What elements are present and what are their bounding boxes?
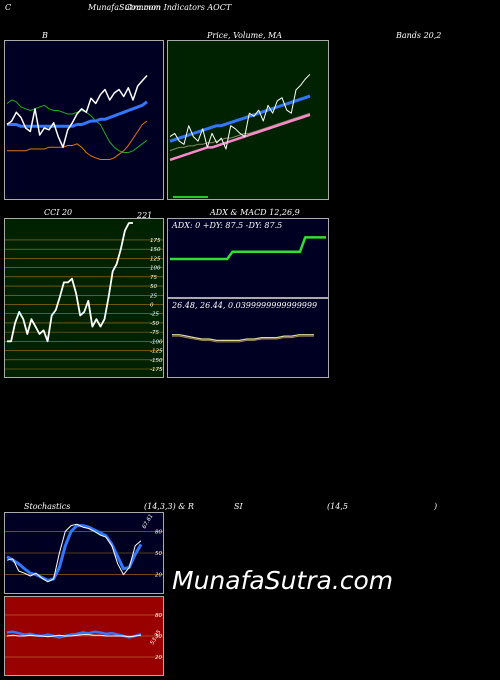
cci-tick-label: 150 — [150, 247, 161, 253]
label-cci: CCI 20 — [44, 208, 73, 217]
cci-tick-label: 25 — [150, 293, 157, 299]
bollinger-panel — [4, 40, 164, 200]
adx-readout: ADX: 0 +DY: 87.5 -DY: 87.5 — [172, 221, 283, 230]
stoch-tick-label: 20 — [155, 573, 162, 579]
price-panel — [167, 40, 329, 200]
rsi-blue-line — [6, 630, 142, 639]
cci-tick-label: -125 — [150, 349, 163, 355]
stochastics-chart: 80 50 20 67.61 — [5, 513, 163, 583]
adx-panel: ADX: 0 +DY: 87.5 -DY: 87.5 — [167, 218, 329, 298]
stoch-value-label: 67.61 — [142, 513, 155, 530]
header-left: C — [5, 3, 12, 12]
cci-tick-label: 100 — [150, 266, 161, 272]
cci-top-value: 221 — [137, 211, 153, 220]
rsi-white-line — [6, 634, 142, 638]
bb-upper-line — [6, 99, 148, 153]
macd-readout: 26.48, 26.44, 0.0399999999999999 — [172, 301, 318, 310]
bb-middle-line — [7, 100, 148, 128]
label-b: B — [42, 31, 48, 40]
price-chart — [169, 73, 311, 198]
ma-blue-line — [169, 94, 311, 143]
header-title: MunafaSutra.com — [88, 3, 161, 12]
label-stoch-params: (14,3,3) & R — [144, 502, 194, 511]
watermark: MunafaSutra.com — [172, 566, 394, 595]
cci-tick-label: -50 — [150, 321, 159, 327]
label-price: Price, Volume, MA — [207, 31, 283, 40]
stoch-tick-label: 80 — [155, 529, 162, 535]
cci-tick-label: -175 — [150, 367, 163, 373]
stoch-d-line — [6, 524, 143, 582]
cci-tick-label: 175 — [150, 238, 161, 244]
stochastics-panel: 80 50 20 67.61 — [4, 512, 164, 594]
label-si: SI — [234, 502, 243, 511]
rsi-panel: 80 50 20 53.35 — [4, 596, 164, 676]
label-adx-macd: ADX & MACD 12,26,9 — [210, 208, 300, 217]
rsi-tick-label: 50 — [155, 634, 162, 640]
cci-chart: 175 150 125 100 75 50 25 0 -25 -50 -75 -100 -125 -150… — [5, 222, 163, 373]
bb-price-line — [6, 75, 148, 149]
bb-lower-line — [7, 120, 148, 160]
macd-panel: 26.48, 26.44, 0.0399999999999999 — [167, 298, 329, 378]
adx-line — [170, 236, 326, 261]
label-rsi-params: (14,5 — [327, 502, 348, 511]
cci-line — [7, 222, 133, 343]
stoch-tick-label: 50 — [155, 551, 162, 557]
label-stochastics: Stochastics — [24, 502, 71, 511]
ma-pink-line — [169, 113, 311, 162]
cci-tick-label: 50 — [150, 284, 157, 290]
price-line — [169, 73, 311, 150]
macd-chart — [172, 334, 314, 343]
cci-panel: 175 150 125 100 75 50 25 0 -25 -50 -75 -100 -125 -150… — [4, 218, 164, 378]
cci-tick-label: -150 — [150, 358, 163, 364]
header-subtitle: Common Indicators AOCT — [125, 3, 232, 12]
stoch-k-line — [6, 523, 142, 583]
cci-tick-label: 0 — [150, 302, 154, 308]
cci-tick-label: -100 — [150, 339, 163, 345]
rsi-tick-label: 80 — [155, 613, 162, 619]
ma-grey-line — [169, 112, 311, 152]
adx-chart — [170, 236, 326, 261]
macd-signal-line — [172, 335, 314, 343]
cci-tick-label: 75 — [150, 275, 157, 281]
label-bands: Bands 20,2 — [396, 31, 442, 40]
macd-line — [172, 334, 314, 342]
cci-tick-label: -75 — [150, 330, 159, 336]
cci-tick-label: 125 — [150, 256, 161, 262]
label-rsi-close: ) — [434, 502, 438, 511]
cci-tick-label: -25 — [150, 312, 159, 318]
bollinger-chart — [6, 75, 148, 160]
rsi-tick-label: 20 — [155, 655, 162, 661]
